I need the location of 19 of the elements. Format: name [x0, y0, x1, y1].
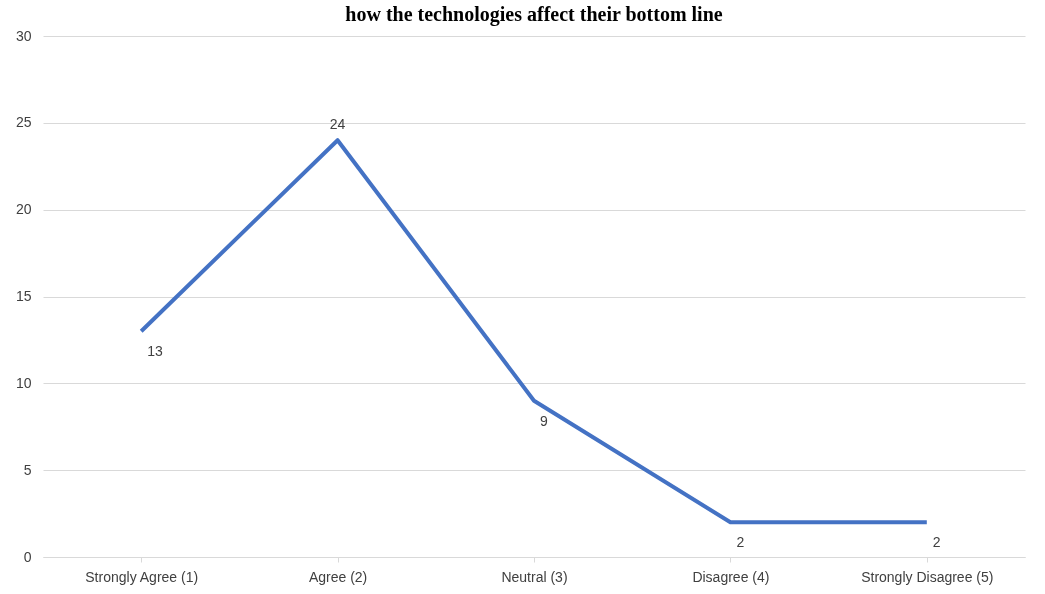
data-label: 9 [540, 412, 548, 429]
data-label: 2 [932, 534, 941, 551]
data-label: 24 [329, 116, 346, 133]
y-tick-label: 30 [15, 27, 32, 44]
line-series [139, 138, 929, 525]
y-tick-label: 15 [15, 288, 32, 304]
y-tick-label: 10 [15, 374, 32, 391]
y-tick-label: 20 [15, 201, 32, 218]
data-label: 13 [147, 343, 163, 360]
y-tick-label: 0 [23, 548, 32, 565]
x-tick-label: Strongly Disagree (5) [861, 568, 994, 585]
x-tick-label: Neutral (3) [501, 568, 568, 585]
y-tick-label: 25 [15, 114, 32, 131]
y-tick-label: 5 [23, 461, 32, 478]
chart-title: how the technologies affect their bottom line [345, 3, 723, 26]
x-tick-label: Disagree (4) [692, 568, 770, 585]
x-tick-label: Agree (2) [308, 568, 368, 585]
data-label: 2 [736, 534, 745, 551]
x-tick-label: Strongly Agree (1) [85, 568, 199, 585]
